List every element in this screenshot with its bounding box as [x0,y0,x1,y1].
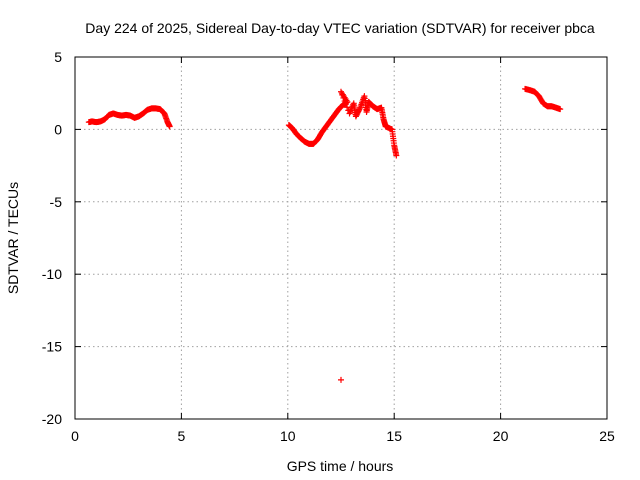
data-point [557,106,564,113]
y-tick-label: 5 [54,49,62,65]
y-tick-label: 0 [54,121,62,137]
x-tick-label: 10 [280,428,296,444]
data-points [85,85,564,383]
data-point [341,98,348,105]
y-tick-label: -5 [50,194,63,210]
data-point [338,376,344,383]
axis-ticks [74,56,608,420]
x-tick-label: 5 [178,428,186,444]
y-axis-label: SDTVAR / TECUs [5,182,21,294]
y-tick-label: -10 [42,266,62,282]
data-point [339,91,346,98]
data-point [393,152,400,159]
data-point [342,101,349,108]
y-tick-label: -20 [42,411,62,427]
x-tick-label: 25 [599,428,615,444]
y-tick-labels: 5 0 -5 -10 -15 -20 [42,49,62,427]
x-axis-label: GPS time / hours [287,458,394,474]
x-tick-label: 0 [71,428,79,444]
plot-frame [74,56,608,420]
x-tick-labels: 0 5 10 15 20 25 [71,428,615,444]
chart-title: Day 224 of 2025, Sidereal Day-to-day VTE… [85,20,595,36]
data-point [340,94,347,101]
data-point [166,123,173,130]
x-tick-label: 15 [386,428,402,444]
grid-lines [75,57,607,419]
data-point [356,105,363,112]
data-point [338,88,344,95]
y-tick-label: -15 [42,339,62,355]
x-tick-label: 20 [493,428,509,444]
